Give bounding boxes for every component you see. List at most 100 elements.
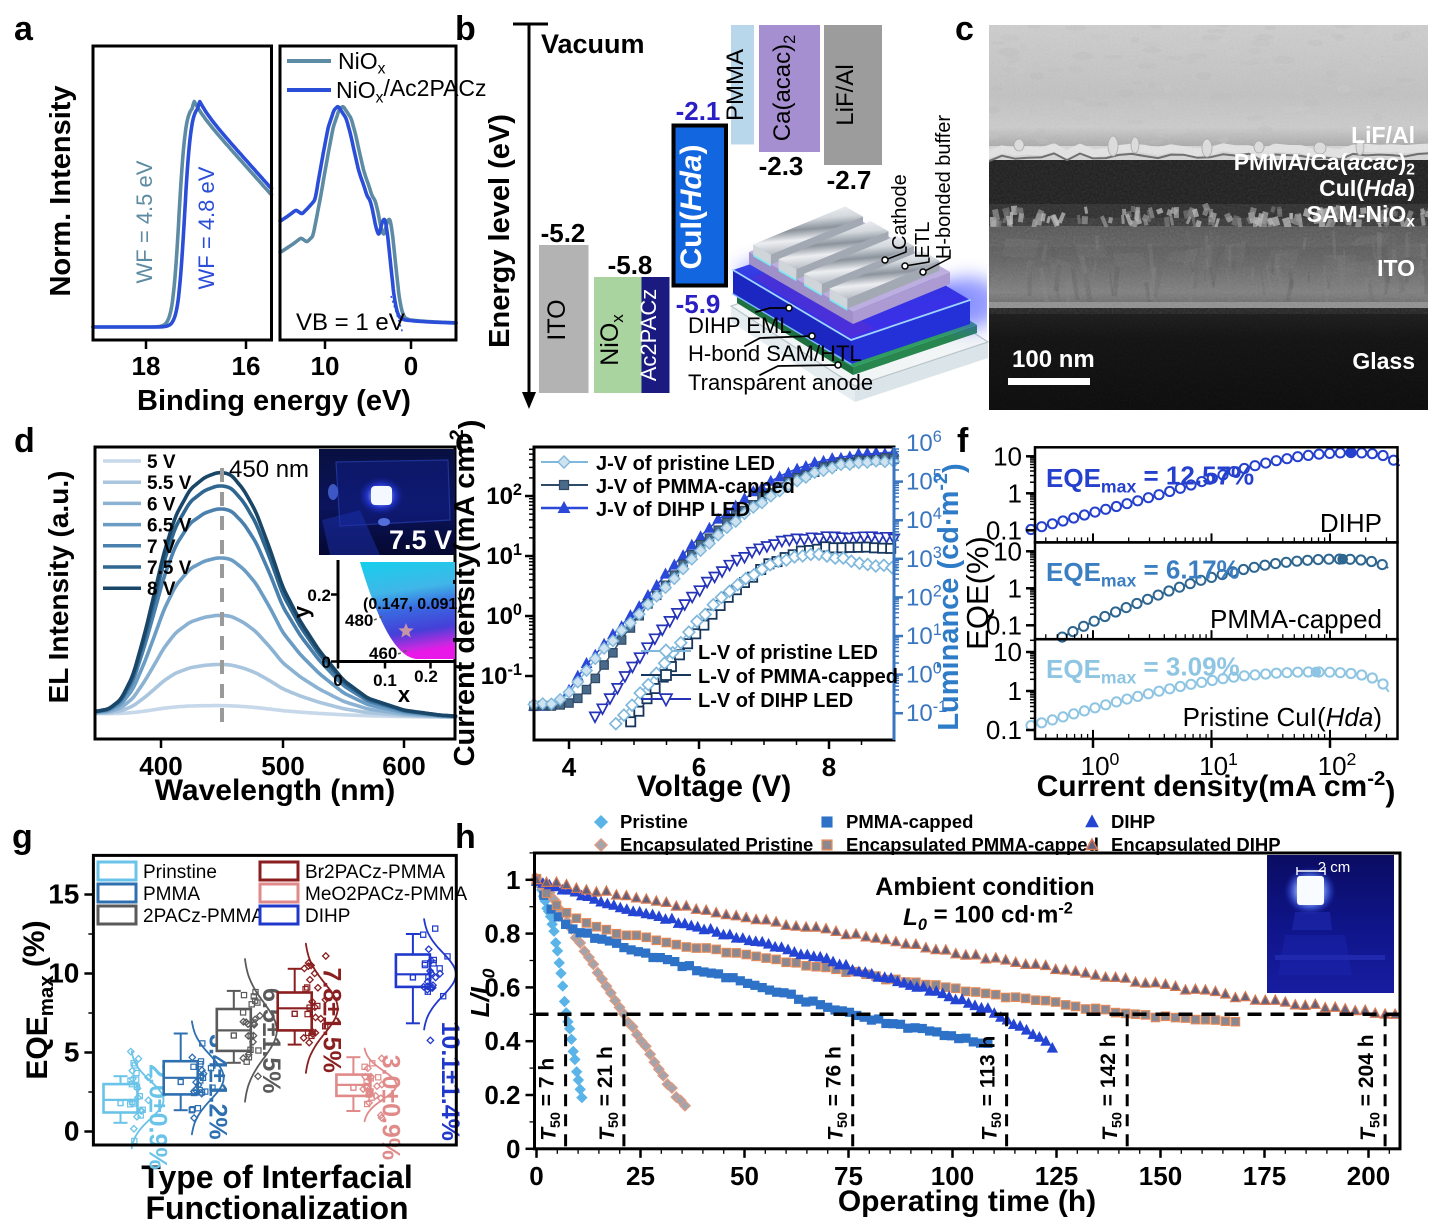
svg-text:6 V: 6 V [147,494,176,515]
svg-text:Encapsulated DIHP: Encapsulated DIHP [1111,834,1281,855]
svg-text:-5.8: -5.8 [608,250,653,280]
svg-text:CuI(Hda): CuI(Hda) [1319,175,1415,201]
svg-text:EQEmax​ = 12.57%: EQEmax​ = 12.57% [1046,461,1254,497]
svg-text:16: 16 [232,351,261,381]
svg-text:x: x [398,682,411,707]
svg-text:Current density(mA cm-2​): Current density(mA cm-2​) [446,420,486,767]
svg-text:0.8: 0.8 [484,919,520,949]
svg-text:0.2: 0.2 [307,586,331,605]
svg-text:DIHP EML: DIHP EML [688,313,792,338]
svg-text:EQEmax​ = 6.17%: EQEmax​ = 6.17% [1046,555,1240,591]
svg-text:Ambient condition: Ambient condition [875,873,1094,901]
svg-text:CuI(Hda): CuI(Hda) [675,144,708,269]
svg-text:WF = 4.5 eV: WF = 4.5 eV [132,160,157,283]
svg-text:480: 480 [345,611,373,630]
svg-text:1: 1 [1008,676,1022,706]
svg-text:0: 0 [404,351,418,381]
svg-text:0: 0 [322,653,331,672]
svg-text:h: h [455,818,476,856]
svg-text:0.1: 0.1 [986,515,1022,545]
svg-text:0: 0 [529,1161,543,1191]
svg-text:10: 10 [993,441,1022,471]
svg-text:1: 1 [1008,478,1022,508]
svg-text:PMMA/Ca(acac)2​: PMMA/Ca(acac)2​ [1234,149,1416,179]
svg-text:y: y [289,605,314,618]
svg-text:2 cm: 2 cm [1318,859,1351,876]
svg-text:b: b [455,10,476,48]
svg-text:10: 10 [311,351,340,381]
svg-text:EL Intensity (a.u.): EL Intensity (a.u.) [43,471,74,704]
svg-text:L0 = 100 cd·m-2​: L0 = 100 cd·m-2​ [903,900,1073,934]
svg-text:0.2: 0.2 [414,667,438,686]
svg-text:600: 600 [382,751,425,781]
svg-text:Ca(acac)2​: Ca(acac)2​ [769,35,799,141]
svg-text:25: 25 [626,1161,655,1191]
svg-text:J-V of PMMA-capped: J-V of PMMA-capped [596,476,795,498]
svg-text:ITO: ITO [1377,255,1415,281]
svg-text:ETL: ETL [912,222,934,259]
svg-text:T50 = 142 h: T50 = 142 h [1097,1034,1125,1140]
svg-text:3.0±0.9%: 3.0±0.9% [376,1055,404,1160]
svg-text:PMMA: PMMA [143,884,200,905]
svg-text:VB = 1 eV: VB = 1 eV [296,309,405,336]
svg-text:175: 175 [1243,1161,1286,1191]
svg-text:DIHP: DIHP [1320,508,1382,538]
svg-text:SAM-NiOx​: SAM-NiOx​ [1307,201,1416,231]
svg-text:1: 1 [1008,573,1022,603]
svg-text:5 V: 5 V [147,452,176,473]
svg-text:Wavelength (nm): Wavelength (nm) [155,774,396,807]
svg-text:Transparent anode: Transparent anode [688,370,873,395]
svg-text:f: f [957,422,969,460]
svg-text:4: 4 [562,752,577,782]
svg-text:PMMA-capped: PMMA-capped [846,811,973,832]
svg-text:Binding energy (eV): Binding energy (eV) [137,385,411,417]
svg-text:0.1: 0.1 [986,610,1022,640]
svg-text:-2.3: -2.3 [759,151,804,181]
svg-text:6: 6 [692,752,706,782]
svg-text:0.2: 0.2 [484,1080,520,1110]
svg-text:0: 0 [333,671,342,690]
svg-text:7.5 V: 7.5 V [147,558,192,579]
svg-text:L-V of DIHP LED: L-V of DIHP LED [698,690,853,712]
svg-text:400: 400 [139,751,182,781]
svg-text:Br2PACz-PMMA: Br2PACz-PMMA [305,862,445,883]
svg-text:Vacuum: Vacuum [541,29,645,59]
svg-text:Encapsulated Pristine: Encapsulated Pristine [620,834,813,855]
svg-text:J-V of pristine LED: J-V of pristine LED [596,453,775,475]
svg-text:Voltage (V): Voltage (V) [637,770,791,803]
svg-text:L-V of PMMA-capped: L-V of PMMA-capped [698,666,898,688]
svg-text:8 V: 8 V [147,579,176,600]
svg-text:8: 8 [822,752,836,782]
svg-text:MeO2PACz-PMMA: MeO2PACz-PMMA [305,884,468,905]
svg-text:Encapsulated PMMA-capped: Encapsulated PMMA-capped [846,834,1099,855]
svg-text:10: 10 [993,536,1022,566]
svg-text:T50 = 21 h: T50 = 21 h [594,1046,622,1141]
svg-text:-2.1: -2.1 [676,96,721,126]
svg-text:200: 200 [1347,1161,1390,1191]
svg-text:Luminance (cd·m-2​): Luminance (cd·m-2​) [930,463,970,730]
svg-text:Ac2PACz: Ac2PACz [636,289,661,382]
svg-text:0.1: 0.1 [373,671,397,690]
svg-text:T50 = 204 h: T50 = 204 h [1355,1034,1383,1140]
svg-text:10: 10 [993,637,1022,667]
svg-text:d: d [14,422,35,460]
svg-text:PMMA: PMMA [722,49,749,121]
svg-text:100: 100 [931,1161,974,1191]
svg-text:-5.9: -5.9 [676,289,721,319]
svg-text:0: 0 [506,1134,520,1164]
svg-text:H-bond SAM/HTL: H-bond SAM/HTL [688,341,862,366]
svg-text:Current density(mA cm-2​): Current density(mA cm-2​) [1037,768,1396,809]
svg-text:100 nm: 100 nm [1012,346,1095,373]
svg-text:0: 0 [64,1116,80,1147]
svg-text:T50 = 7 h: T50 = 7 h [536,1058,564,1141]
svg-text:7.8±1.5%: 7.8±1.5% [318,967,346,1072]
svg-text:5.5 V: 5.5 V [147,473,192,494]
svg-text:0.6: 0.6 [484,972,520,1002]
svg-text:7.5 V: 7.5 V [389,525,452,555]
svg-text:10: 10 [48,958,79,989]
svg-text:-5.2: -5.2 [541,218,586,248]
svg-text:H-bonded buffer: H-bonded buffer [933,115,955,260]
svg-text:10-1​: 10-1​ [481,661,522,690]
svg-text:6.5 V: 6.5 V [147,516,192,537]
svg-text:450 nm: 450 nm [229,456,309,483]
